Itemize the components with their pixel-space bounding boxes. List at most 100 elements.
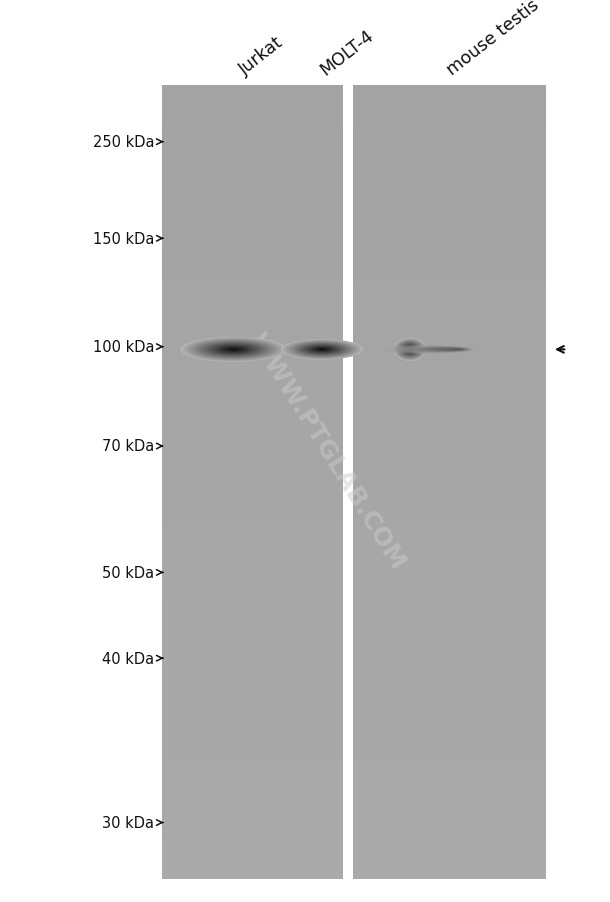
Bar <box>162 820 343 840</box>
Bar <box>162 145 343 165</box>
Ellipse shape <box>291 342 353 358</box>
Bar <box>353 562 546 582</box>
Ellipse shape <box>404 346 415 354</box>
Bar <box>162 721 343 741</box>
Bar <box>353 741 546 760</box>
Bar <box>353 760 546 780</box>
Ellipse shape <box>232 349 235 351</box>
Bar <box>162 165 343 185</box>
Bar <box>162 324 343 344</box>
Ellipse shape <box>223 347 244 353</box>
Ellipse shape <box>210 345 257 355</box>
Ellipse shape <box>430 348 465 352</box>
Text: 50 kDa: 50 kDa <box>102 566 154 580</box>
Ellipse shape <box>381 345 476 354</box>
Bar <box>162 760 343 780</box>
Ellipse shape <box>204 343 264 357</box>
Bar <box>162 681 343 701</box>
Bar <box>162 780 343 800</box>
Ellipse shape <box>312 347 332 353</box>
Ellipse shape <box>400 346 472 354</box>
Bar <box>162 344 343 364</box>
Ellipse shape <box>319 349 325 351</box>
Bar <box>162 106 343 125</box>
Ellipse shape <box>217 346 251 354</box>
Ellipse shape <box>306 345 339 354</box>
Ellipse shape <box>393 338 427 362</box>
Bar <box>353 284 546 304</box>
Ellipse shape <box>406 347 414 353</box>
Ellipse shape <box>403 345 417 355</box>
Bar <box>353 602 546 621</box>
Bar <box>353 185 546 205</box>
Ellipse shape <box>227 348 240 352</box>
Ellipse shape <box>407 348 412 352</box>
Bar <box>353 364 546 383</box>
Bar <box>162 661 343 681</box>
Ellipse shape <box>386 345 475 354</box>
Ellipse shape <box>284 340 360 360</box>
Bar <box>162 741 343 760</box>
Ellipse shape <box>395 346 473 354</box>
Bar <box>353 86 546 106</box>
Text: WWW.PTGLAB.COM: WWW.PTGLAB.COM <box>243 328 409 574</box>
Ellipse shape <box>401 344 418 356</box>
Bar <box>353 423 546 443</box>
Ellipse shape <box>215 345 253 354</box>
Bar <box>162 403 343 423</box>
Bar <box>353 205 546 225</box>
Ellipse shape <box>309 346 336 354</box>
Bar <box>353 86 546 879</box>
Ellipse shape <box>401 344 419 356</box>
Bar <box>162 800 343 820</box>
Bar <box>162 602 343 621</box>
Ellipse shape <box>409 349 411 351</box>
Bar <box>162 463 343 483</box>
Bar <box>162 86 343 879</box>
Bar <box>353 820 546 840</box>
Ellipse shape <box>410 347 470 353</box>
Bar <box>162 284 343 304</box>
Bar <box>162 443 343 463</box>
Ellipse shape <box>199 342 268 358</box>
Bar <box>162 840 343 860</box>
Bar <box>353 106 546 125</box>
Bar <box>162 383 343 403</box>
Ellipse shape <box>301 345 343 355</box>
Ellipse shape <box>450 349 462 351</box>
Ellipse shape <box>218 346 249 354</box>
Ellipse shape <box>299 345 345 355</box>
Ellipse shape <box>193 340 274 360</box>
Text: 250 kDa: 250 kDa <box>93 135 154 150</box>
Bar <box>162 205 343 225</box>
Ellipse shape <box>408 348 412 352</box>
Ellipse shape <box>375 345 476 354</box>
Bar <box>353 780 546 800</box>
Bar <box>162 264 343 284</box>
Ellipse shape <box>282 340 362 360</box>
Ellipse shape <box>296 344 348 356</box>
Text: 70 kDa: 70 kDa <box>102 439 154 454</box>
Bar <box>162 582 343 602</box>
Ellipse shape <box>208 344 259 356</box>
Ellipse shape <box>404 345 416 354</box>
Bar <box>162 304 343 324</box>
Bar <box>353 383 546 403</box>
Ellipse shape <box>221 347 246 353</box>
Bar <box>353 582 546 602</box>
Ellipse shape <box>405 347 470 353</box>
Ellipse shape <box>289 342 355 358</box>
Bar <box>353 641 546 661</box>
Ellipse shape <box>191 340 276 360</box>
Bar <box>353 145 546 165</box>
Ellipse shape <box>307 346 337 354</box>
Bar <box>162 562 343 582</box>
Ellipse shape <box>286 341 358 359</box>
Ellipse shape <box>425 348 467 352</box>
Ellipse shape <box>398 342 422 358</box>
Bar <box>162 125 343 145</box>
Ellipse shape <box>435 348 465 351</box>
Text: MOLT-4: MOLT-4 <box>317 27 378 79</box>
Bar <box>353 621 546 641</box>
Ellipse shape <box>206 344 261 356</box>
